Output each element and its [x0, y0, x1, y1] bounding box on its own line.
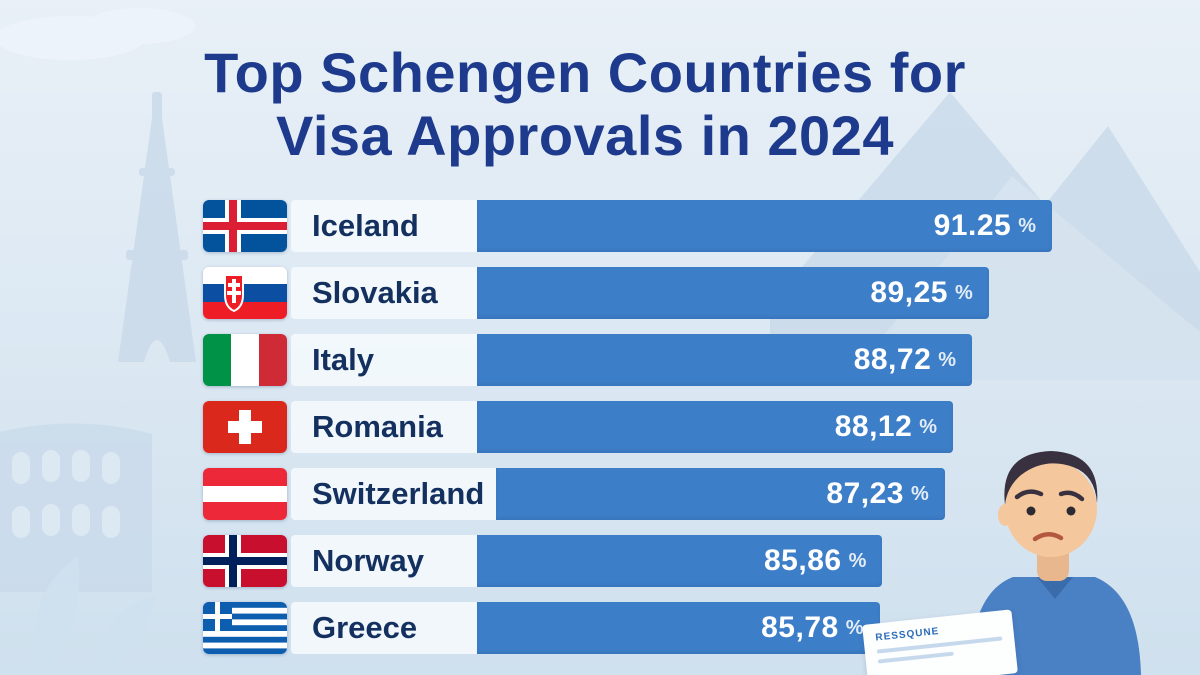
country-label-box: Slovakia	[291, 267, 477, 319]
bar-row-italy: Italy 88,72 %	[203, 334, 1071, 386]
approval-bar: 91.25 %	[477, 200, 1052, 252]
country-label-box: Greece	[291, 602, 477, 654]
page-title-line1: Top Schengen Countries for	[204, 41, 966, 104]
norway-flag-icon	[203, 535, 287, 587]
country-label: Greece	[312, 610, 418, 645]
bar-row-slovakia: Slovakia 89,25 %	[203, 267, 1071, 319]
bar-area: 87,23 %	[496, 468, 1071, 520]
approval-bar: 88,12 %	[477, 401, 954, 453]
country-label: Italy	[312, 342, 375, 377]
page-title: Top Schengen Countries for Visa Approval…	[0, 41, 1170, 167]
percent-sign: %	[919, 415, 938, 438]
approval-value: 85,86	[764, 544, 842, 577]
approval-value: 88,72	[853, 343, 932, 376]
country-label: Slovakia	[312, 275, 438, 310]
approval-value: 88,12	[834, 410, 913, 443]
switzerland-flag-icon	[203, 468, 287, 520]
bar-row-romania: Romania 88,12 %	[203, 401, 1071, 453]
country-label-box: Iceland	[291, 200, 477, 252]
country-label-box: Switzerland	[291, 468, 497, 520]
percent-sign: %	[910, 482, 929, 505]
country-label: Norway	[312, 543, 424, 578]
bar-row-iceland: Iceland 91.25 %	[203, 200, 1071, 252]
approval-bar: 89,25 %	[477, 267, 989, 319]
approval-value: 85,78	[761, 611, 839, 644]
bar-area: 85,86 %	[477, 535, 1052, 587]
percent-sign: %	[954, 281, 973, 304]
eiffel-tower-decor	[118, 92, 196, 362]
bar-area: 88,12 %	[477, 401, 1052, 453]
leaves-decor	[35, 556, 155, 675]
approval-value: 87,23	[826, 477, 904, 510]
italy-flag-icon	[203, 334, 287, 386]
bar-area: 89,25 %	[477, 267, 1052, 319]
cloud-decor	[0, 8, 195, 60]
slovakia-flag-icon	[203, 267, 287, 319]
romania-flag-icon	[203, 401, 287, 453]
bar-area: 88,72 %	[477, 334, 1052, 386]
percent-sign: %	[845, 616, 864, 639]
percent-sign: %	[938, 348, 957, 371]
percent-sign: %	[1018, 214, 1036, 237]
country-label: Romania	[312, 409, 443, 444]
colosseum-decor	[0, 423, 152, 592]
bar-row-norway: Norway 85,86 %	[203, 535, 1071, 587]
country-label-box: Norway	[291, 535, 477, 587]
approval-value: 89,25	[870, 276, 948, 309]
document-paper-line	[877, 651, 954, 664]
approval-value: 91.25	[933, 209, 1012, 242]
approval-bar: 85,78 %	[477, 602, 880, 654]
approval-bar: 85,86 %	[477, 535, 883, 587]
iceland-flag-icon	[203, 200, 287, 252]
country-label-box: Italy	[291, 334, 477, 386]
country-label: Iceland	[312, 208, 419, 243]
country-label: Switzerland	[312, 476, 485, 511]
greece-flag-icon	[203, 602, 287, 654]
approval-bar: 88,72 %	[477, 334, 973, 386]
approval-bar-chart: Iceland 91.25 %	[203, 200, 1071, 669]
approval-bar: 87,23 %	[496, 468, 945, 520]
bar-area: 85,78 %	[477, 602, 1052, 654]
bar-row-switzerland: Switzerland 87,23 %	[203, 468, 1071, 520]
bar-row-greece: Greece 85,78 %	[203, 602, 1071, 654]
page-title-line2: Visa Approvals in 2024	[276, 103, 894, 167]
percent-sign: %	[848, 549, 867, 572]
country-label-box: Romania	[291, 401, 477, 453]
bar-area: 91.25 %	[477, 200, 1052, 252]
